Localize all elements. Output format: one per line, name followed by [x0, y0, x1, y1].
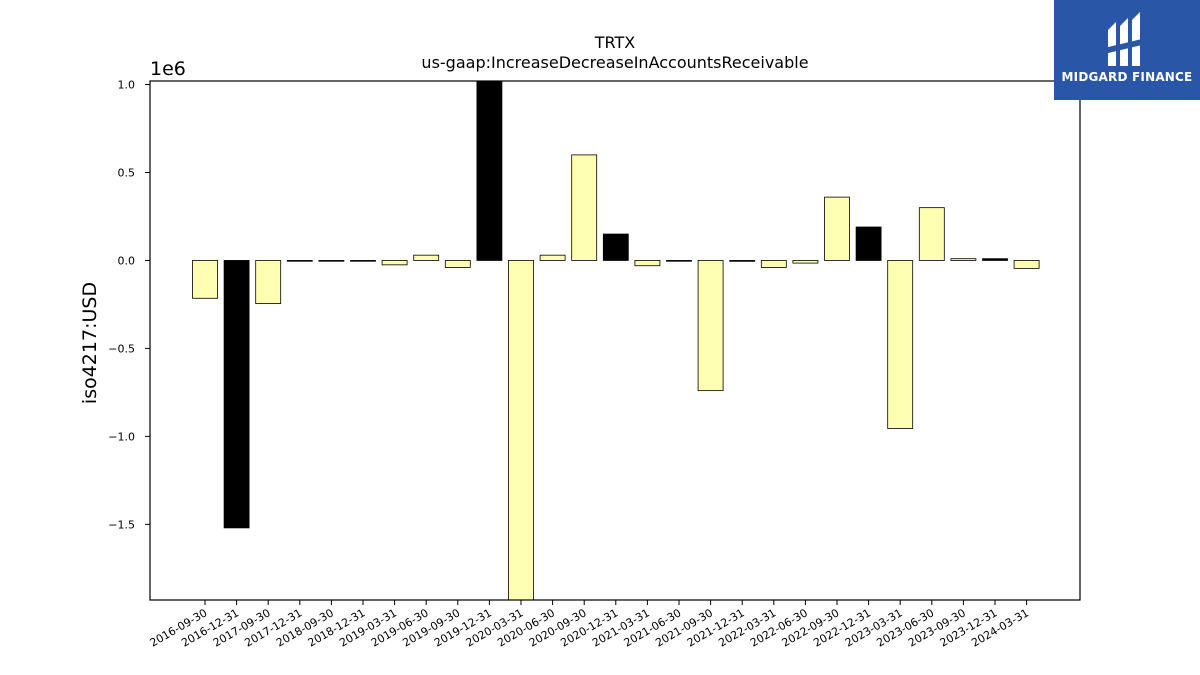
bar-2018-12-31	[350, 260, 376, 262]
y-tick-label: −1.0	[108, 430, 135, 443]
bar-2021-09-30	[697, 260, 724, 392]
bar-2020-03-31	[508, 260, 534, 601]
y-axis-label: iso4217:USD	[79, 282, 101, 404]
bar-2018-09-30	[318, 260, 345, 262]
y-tick-label: −1.5	[108, 518, 135, 531]
bar-2017-12-31	[286, 260, 313, 262]
y-offset-label: 1e6	[150, 58, 186, 80]
chart-title: TRTX	[594, 33, 636, 52]
y-tick-label: 0.0	[118, 254, 136, 267]
chart-subtitle: us-gaap:IncreaseDecreaseInAccountsReceiv…	[421, 53, 808, 72]
bar-2022-12-31	[855, 226, 882, 261]
bar-2022-03-31	[760, 260, 787, 268]
bar-2021-06-30	[666, 260, 692, 262]
bars-group	[192, 80, 1040, 601]
bar-2020-06-30	[539, 254, 566, 261]
bar-2024-03-31	[1013, 260, 1040, 269]
bar-2023-12-31	[982, 258, 1008, 261]
midgard-finance-logo: MIDGARD FINANCE	[1054, 0, 1200, 100]
bar-2023-06-30	[918, 207, 945, 261]
y-ticks-group: −1.5 −1.0 −0.5 0.0 0.5 1.0	[108, 79, 150, 531]
bar-2017-09-30	[255, 260, 282, 304]
bar-2022-09-30	[824, 196, 850, 261]
bar-2019-09-30	[444, 260, 471, 268]
bar-2023-09-30	[950, 258, 977, 261]
bar-2016-09-30	[192, 260, 218, 299]
midgard-logo-icon	[1104, 12, 1146, 66]
bar-2019-03-31	[381, 260, 408, 266]
y-tick-label: −0.5	[108, 342, 135, 355]
x-ticks-group: 2016-09-302016-12-312017-09-302017-12-31…	[148, 600, 1031, 650]
bar-2020-12-31	[602, 233, 629, 261]
bar-2022-06-30	[792, 260, 819, 264]
bar-2020-09-30	[571, 154, 598, 261]
logo-text: MIDGARD FINANCE	[1061, 70, 1193, 84]
y-tick-label: 0.5	[118, 166, 136, 179]
bar-2019-12-31	[476, 80, 503, 261]
plot-frame	[149, 80, 1081, 601]
y-tick-label: 1.0	[118, 79, 136, 92]
bar-2016-12-31	[223, 260, 250, 529]
bar-2019-06-30	[413, 254, 440, 261]
bar-2021-12-31	[729, 260, 756, 262]
bar-2023-03-31	[887, 260, 914, 429]
bar-2021-03-31	[634, 260, 661, 267]
